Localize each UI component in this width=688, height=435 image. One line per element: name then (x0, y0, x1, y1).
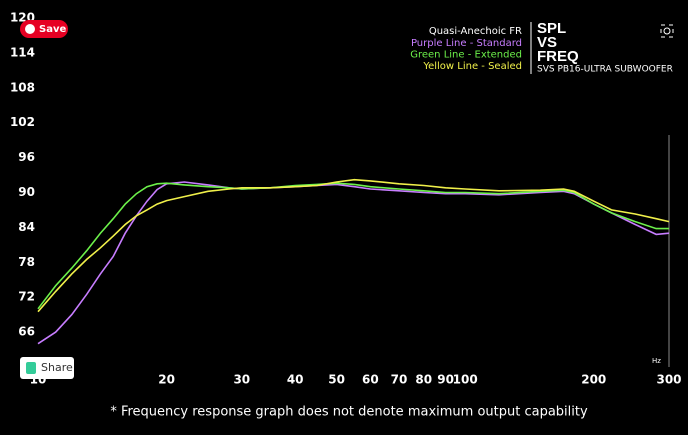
subtitle: SVS PB16-ULTRA SUBWOOFER (537, 65, 673, 75)
legend-entry: Yellow Line - Sealed (422, 61, 522, 72)
brand-line: FREQ (537, 48, 579, 65)
share-icon (26, 362, 36, 374)
focus-lens (663, 27, 671, 35)
pin-icon (25, 24, 35, 34)
share-label[interactable]: Share (41, 361, 73, 374)
x-tick-label: 30 (233, 373, 250, 387)
focus-icon[interactable] (660, 24, 674, 38)
x-tick-label: 90 (437, 373, 454, 387)
x-tick-label: 50 (328, 373, 345, 387)
footnote: * Frequency response graph does not deno… (110, 405, 588, 420)
legend-title: Quasi-Anechoic FR (429, 26, 522, 37)
x-unit: Hz (652, 357, 661, 365)
y-tick-label: 102 (10, 115, 35, 129)
x-tick-label: 40 (287, 373, 304, 387)
y-tick-label: 72 (18, 290, 35, 304)
y-tick-label: 114 (10, 45, 35, 59)
series-line (37, 178, 670, 313)
y-tick-label: 66 (18, 325, 35, 339)
brand-line: VS (537, 34, 557, 51)
legend-entry: Purple Line - Standard (411, 38, 522, 49)
y-tick-label: 96 (18, 150, 35, 164)
brand-line: SPL (537, 20, 566, 37)
x-tick-label: 200 (581, 373, 606, 387)
y-tick-label: 90 (18, 185, 35, 199)
save-label[interactable]: Save (39, 24, 66, 35)
y-tick-label: 84 (18, 220, 35, 234)
series-line (37, 182, 669, 310)
y-tick-label: 78 (18, 255, 35, 269)
y-tick-label: 108 (10, 80, 35, 94)
x-tick-label: 300 (656, 373, 681, 387)
focus-frame (660, 24, 674, 38)
x-tick-label: 70 (391, 373, 408, 387)
x-tick-label: 80 (415, 373, 432, 387)
x-tick-label: 60 (362, 373, 379, 387)
x-tick-label: 100 (453, 373, 478, 387)
x-tick-label: 20 (158, 373, 175, 387)
legend-entry: Green Line - Extended (410, 50, 522, 61)
